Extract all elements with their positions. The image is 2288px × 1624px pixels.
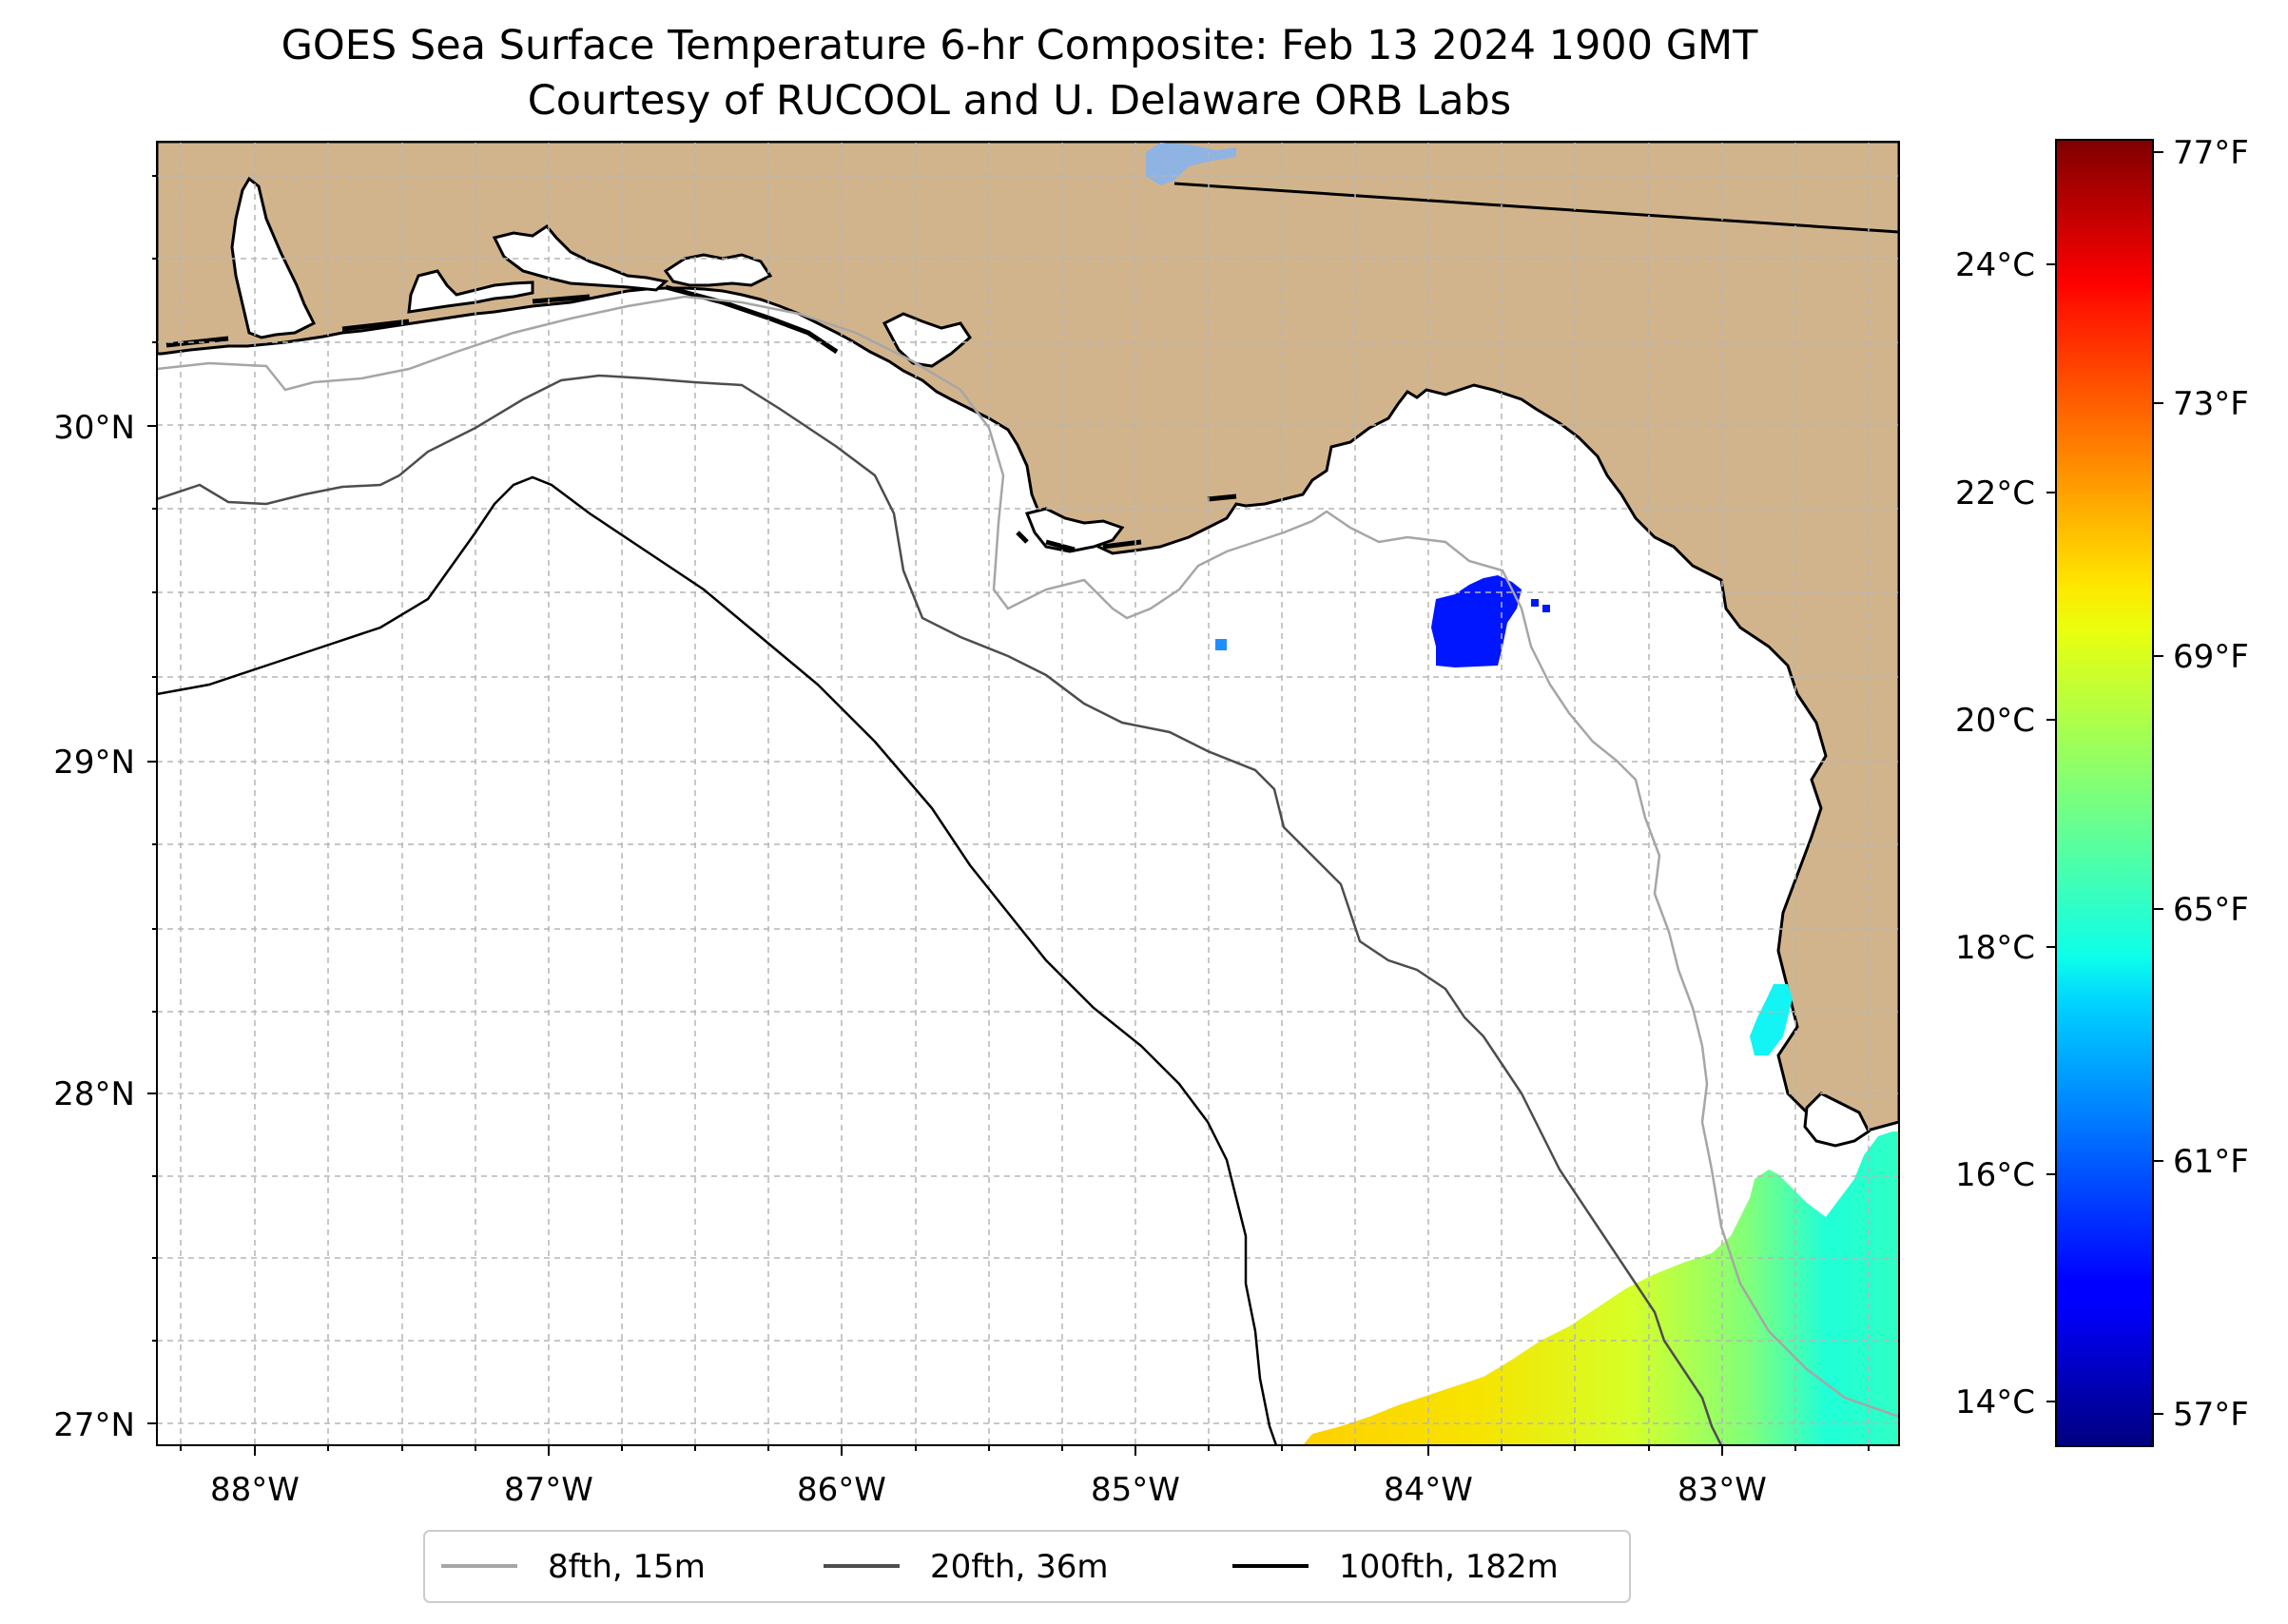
legend-label: 100fth, 182m: [1339, 1548, 1559, 1586]
celsius-tick: 22°C: [1955, 474, 2035, 512]
lake: [1146, 143, 1236, 185]
st-andrew-bay: [663, 253, 773, 287]
celsius-tick: 18°C: [1955, 929, 2035, 967]
isobath-8fth: [157, 295, 1899, 1419]
barrier-islands: [165, 284, 1237, 552]
fahrenheit-tick: 69°F: [2173, 638, 2249, 676]
colorbar: 24°C 22°C 20°C 18°C 16°C 14°C 77°F 73°F …: [1955, 134, 2249, 1447]
lat-labels: 30°N 29°N 28°N 27°N: [53, 409, 135, 1444]
fahrenheit-tick: 61°F: [2173, 1143, 2249, 1181]
fahrenheit-tick: 65°F: [2173, 891, 2249, 929]
land-north: [157, 142, 1899, 1133]
fahrenheit-tick: 57°F: [2173, 1396, 2249, 1434]
celsius-tick: 20°C: [1955, 702, 2035, 740]
pensacola-bay: [407, 269, 534, 314]
lon-label: 84°W: [1384, 1471, 1473, 1509]
fahrenheit-tick: 73°F: [2173, 385, 2249, 423]
celsius-tick: 14°C: [1955, 1383, 2035, 1421]
isobath-legend: 8fth, 15m 20fth, 36m 100fth, 182m: [423, 1530, 1631, 1603]
lat-label: 29°N: [53, 744, 135, 782]
celsius-tick: 16°C: [1955, 1156, 2035, 1194]
sst-warm-field: [1303, 1131, 1899, 1445]
lat-label: 30°N: [53, 409, 135, 447]
tampa-bay: [1803, 1092, 1871, 1148]
gridlines: [157, 142, 1899, 1445]
lon-label: 88°W: [210, 1471, 300, 1509]
legend-label: 8fth, 15m: [548, 1548, 706, 1586]
lat-label: 27°N: [53, 1406, 135, 1444]
fahrenheit-tick: 77°F: [2173, 134, 2249, 172]
lon-label: 83°W: [1677, 1471, 1767, 1509]
legend-label: 20fth, 36m: [930, 1548, 1109, 1586]
colorbar-gradient: [2055, 139, 2154, 1447]
isobath-20fth: [157, 374, 1723, 1445]
lon-tick-marks: [180, 1445, 1870, 1456]
map-title-line1: GOES Sea Surface Temperature 6-hr Compos…: [281, 22, 1759, 69]
map-area: [157, 142, 1899, 1445]
lon-labels: 88°W 87°W 86°W 85°W 84°W 83°W: [210, 1471, 1767, 1509]
sst-cyan-patch: [1750, 984, 1793, 1055]
lon-label: 86°W: [797, 1471, 886, 1509]
lon-label: 85°W: [1091, 1471, 1180, 1509]
state-border: [1173, 182, 1899, 234]
lat-tick-marks: [147, 175, 157, 1424]
sst-data-layer: [1215, 575, 1899, 1445]
map-frame: [156, 141, 1900, 1446]
lat-label: 28°N: [53, 1075, 135, 1113]
celsius-tick: 24°C: [1955, 246, 2035, 284]
sst-cold-patch: [1431, 575, 1522, 667]
isobath-100fth: [157, 475, 1278, 1445]
lon-label: 87°W: [504, 1471, 593, 1509]
map-title-line2: Courtesy of RUCOOL and U. Delaware ORB L…: [528, 77, 1511, 125]
